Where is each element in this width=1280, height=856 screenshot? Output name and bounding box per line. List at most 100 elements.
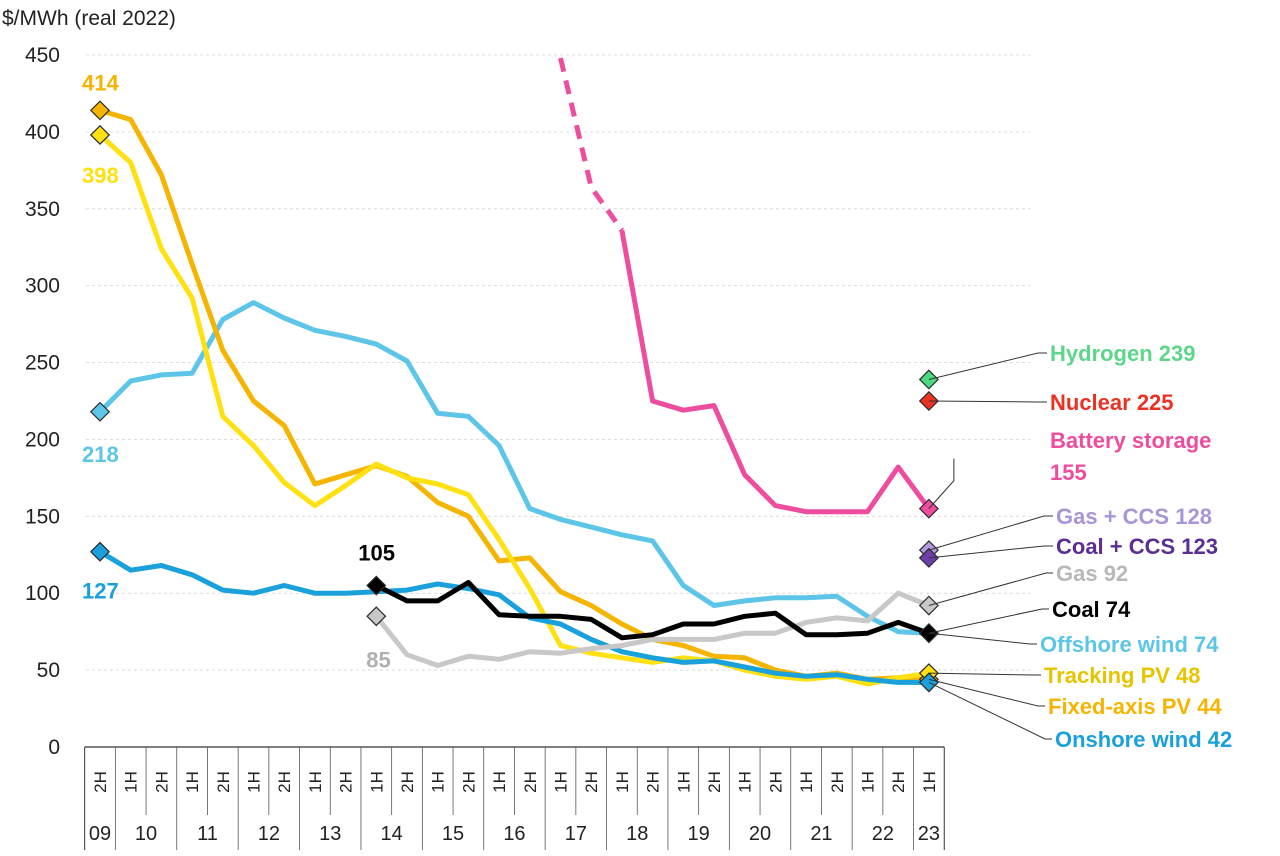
x-tick-year-20: 20 [749,823,771,845]
tracking-pv-callout-line [928,672,1041,676]
x-tick-half-26: 2H [889,771,908,793]
battery-storage-line [619,229,931,515]
x-tick-half-11: 1H [429,771,448,793]
gas-callout-line [928,572,1053,607]
x-tick-year-10: 10 [135,823,157,845]
gas-ccs-label: Gas + CCS 128 [1056,504,1212,529]
x-tick-year-09: 09 [89,823,111,845]
x-tick-year-12: 12 [258,823,280,845]
x-tick-half-3: 1H [183,771,202,793]
y-tick-100: 100 [25,582,60,605]
offshore-wind-end-label: Offshore wind 74 [1040,632,1219,657]
battery-storage-line-dashed [558,57,624,232]
y-tick-200: 200 [25,428,60,451]
nuclear-label: Nuclear 225 [1050,390,1174,415]
series-group [98,57,931,687]
offshore-wind-start-marker [89,401,111,422]
x-tick-half-5: 1H [245,771,264,793]
y-tick-0: 0 [48,736,60,759]
gas-end-label: Gas 92 [1056,561,1128,586]
x-tick-half-21: 1H [736,771,755,793]
y-axis: 0 50 100 150 200 250 300 350 400 450 [25,44,60,759]
nuclear-callout-line [928,400,1047,403]
coal-start-marker [366,575,387,596]
x-tick-half-20: 2H [705,771,724,793]
x-tick-half-24: 2H [828,771,847,793]
x-tick-half-19: 1H [674,771,693,793]
y-tick-150: 150 [25,505,60,528]
x-tick-half-14: 2H [521,771,540,793]
battery-storage-end-label-line2: 155 [1050,460,1087,485]
onshore-wind-start-label: 127 [82,579,119,604]
gas-start-label: 85 [366,647,390,672]
x-tick-year-23: 23 [918,823,940,845]
coal-ccs-label: Coal + CCS 123 [1056,534,1218,559]
x-tick-half-18: 2H [644,771,663,793]
y-tick-400: 400 [25,121,60,144]
y-tick-300: 300 [25,275,60,298]
offshore-wind-callout-line [928,632,1037,645]
coal-line [375,580,930,641]
y-tick-250: 250 [25,352,60,375]
fixed-axis-pv-end-label: Fixed-axis PV 44 [1048,694,1222,719]
unit-label: $/MWh (real 2022) [2,7,176,30]
x-tick-half-22: 2H [766,771,785,793]
x-tick-half-10: 2H [398,771,417,793]
y-tick-50: 50 [37,659,60,682]
x-tick-half-0: 2H [91,771,110,793]
tracking-pv-start-marker [89,124,111,146]
onshore-wind-callout-line [928,681,1052,740]
x-tick-half-6: 2H [275,771,294,793]
coal-end-label: Coal 74 [1052,597,1131,622]
x-tick-year-19: 19 [688,823,710,845]
x-tick-year-15: 15 [442,823,464,845]
onshore-wind-start-marker [89,541,111,562]
x-tick-half-4: 2H [214,771,233,793]
y-tick-450: 450 [25,44,60,67]
x-tick-year-18: 18 [626,823,648,845]
offshore-wind-line [98,300,930,636]
gas-ccs-callout-line [928,515,1053,551]
x-tick-year-16: 16 [503,823,525,845]
x-tick-year-21: 21 [810,823,832,845]
y-tick-350: 350 [25,198,60,221]
x-tick-half-8: 2H [337,771,356,793]
x-tick-half-1: 1H [122,771,141,793]
coal-start-label: 105 [358,541,395,566]
x-tick-half-25: 1H [859,771,878,793]
x-tick-half-27: 1H [920,771,939,793]
x-tick-half-16: 2H [582,771,601,793]
battery-storage-end-label-line1: Battery storage [1050,428,1211,453]
tracking-pv-line [98,133,930,687]
x-tick-half-7: 1H [306,771,325,793]
x-tick-year-11: 11 [197,823,218,845]
x-tick-half-17: 1H [613,771,632,793]
fixed-axis-pv-line [99,108,930,682]
label-group: 218 414 398 127 85 105 Offshore wind 74 Fixed-a… [82,70,1232,752]
gas-line [374,590,930,668]
fixed-axis-pv-callout-line [928,678,1045,707]
x-tick-half-15: 1H [552,771,571,793]
x-tick-half-12: 2H [459,771,478,793]
x-tick-year-14: 14 [381,823,403,845]
fixed-axis-pv-start-label: 414 [82,70,119,95]
x-tick-half-13: 1H [490,771,509,793]
coal-ccs-callout-line [928,545,1053,559]
x-axis: 2H 1H 2H 1H 2H 1H 2H 1H 2H 1H 2H 1H 2H 1H 2H 1H 2H 1H 2H 1H… [84,746,945,850]
battery-storage-callout-line [928,458,955,509]
x-tick-year-17: 17 [565,823,587,845]
fixed-axis-pv-start-marker [89,100,111,121]
hydrogen-callout-line [928,352,1047,380]
gas-start-marker [366,606,387,627]
coal-callout-line [928,608,1049,634]
x-tick-half-2: 2H [152,771,171,793]
tracking-pv-start-label: 398 [82,163,119,188]
x-tick-half-9: 1H [367,771,386,793]
tracking-pv-end-label: Tracking PV 48 [1044,663,1201,688]
x-tick-half-23: 1H [797,771,816,793]
onshore-wind-line [98,549,929,685]
hydrogen-label: Hydrogen 239 [1050,341,1196,366]
offshore-wind-start-label: 218 [82,442,119,467]
x-tick-year-13: 13 [319,823,341,845]
